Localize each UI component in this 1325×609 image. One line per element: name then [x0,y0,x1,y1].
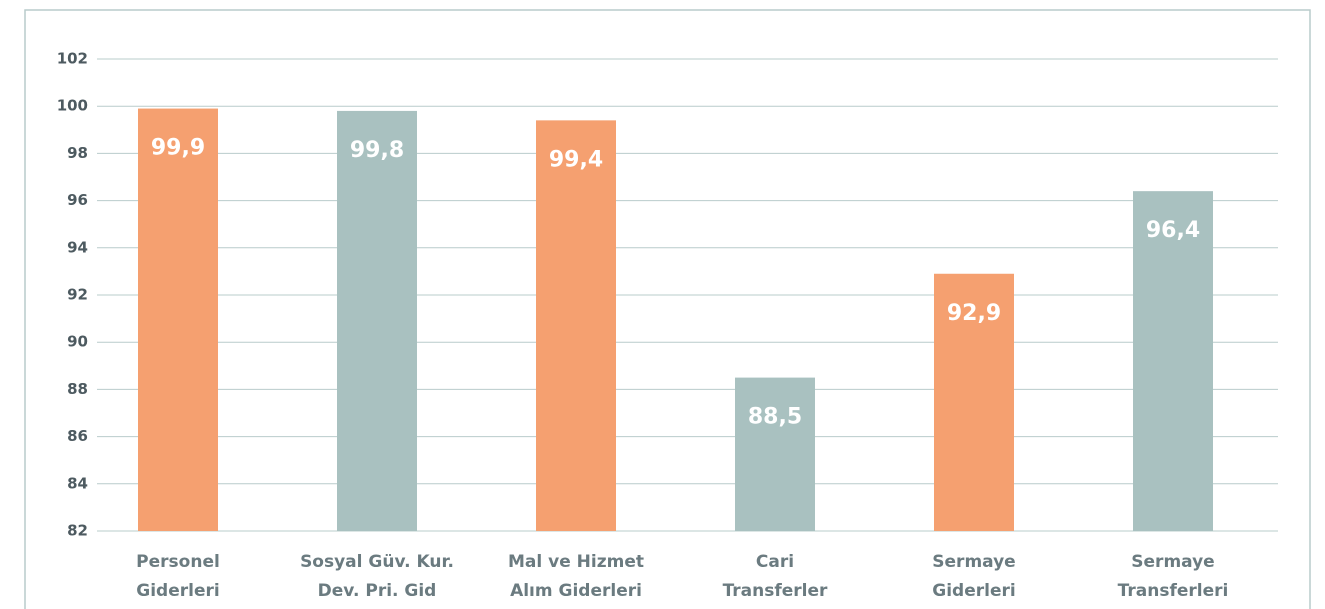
y-tick-label: 94 [67,238,88,256]
bar [934,273,1014,531]
x-tick-label: Sermaye [932,552,1015,572]
bar [337,110,417,532]
x-tick-label: Personel [136,552,220,572]
x-tick-label: Cari [756,552,794,572]
x-tick-label: Mal ve Hizmet [508,552,644,572]
x-tick-label: Transferler [723,581,828,601]
value-label: 96,4 [1146,218,1200,243]
y-tick-label: 98 [67,144,88,162]
bar [536,120,616,532]
y-tick-label: 102 [57,50,88,68]
y-tick-label: 90 [67,333,88,351]
x-tick-label: Transferleri [1118,581,1229,601]
value-label: 88,5 [748,405,802,430]
y-tick-label: 86 [67,427,88,445]
x-tick-label: Sermaye [1131,552,1214,572]
y-tick-label: 92 [67,286,88,304]
value-label: 92,9 [947,301,1001,326]
x-tick-label: Dev. Pri. Gid [318,581,437,601]
bar [138,108,218,531]
value-label: 99,4 [549,147,603,172]
x-tick-label: Giderleri [136,581,219,601]
y-tick-label: 96 [67,191,88,209]
y-tick-label: 100 [57,97,88,115]
value-label: 99,8 [350,138,404,163]
y-tick-label: 82 [67,522,88,540]
frame [24,9,1311,609]
x-tick-label: Sosyal Güv. Kur. [300,552,454,572]
value-label: 99,9 [151,136,205,161]
bar [1133,191,1213,531]
x-tick-label: Giderleri [932,581,1015,601]
y-tick-label: 84 [67,474,88,492]
y-tick-label: 88 [67,380,88,398]
x-tick-label: Alım Giderleri [510,581,642,601]
bar [735,377,815,531]
